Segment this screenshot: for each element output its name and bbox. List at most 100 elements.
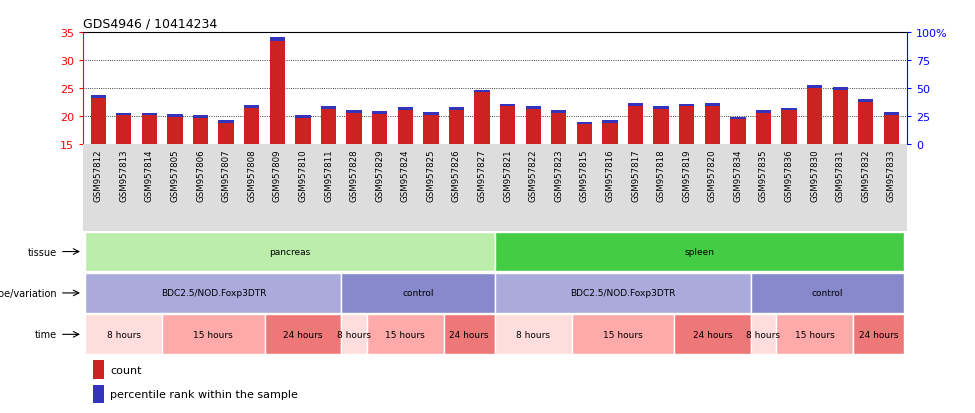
Text: GSM957836: GSM957836 <box>785 149 794 202</box>
Bar <box>218 121 234 124</box>
Bar <box>321 107 336 110</box>
Bar <box>883 113 899 116</box>
Bar <box>244 106 259 109</box>
Text: 24 hours: 24 hours <box>692 330 732 339</box>
Bar <box>341 315 367 354</box>
Bar <box>679 104 694 107</box>
Text: GSM957825: GSM957825 <box>426 149 436 202</box>
Bar <box>756 111 771 113</box>
Text: GSM957810: GSM957810 <box>298 149 307 202</box>
Text: GSM957830: GSM957830 <box>810 149 819 202</box>
Bar <box>448 111 464 145</box>
Text: tissue: tissue <box>28 247 58 257</box>
Bar <box>141 113 157 116</box>
Text: control: control <box>811 289 843 298</box>
Text: GSM957821: GSM957821 <box>503 149 512 202</box>
Bar <box>93 361 104 379</box>
Text: 15 hours: 15 hours <box>385 330 425 339</box>
Bar <box>628 104 644 107</box>
Text: GSM957826: GSM957826 <box>452 149 461 202</box>
Bar <box>346 113 362 145</box>
Bar <box>444 315 494 354</box>
Bar <box>116 116 132 145</box>
Text: 24 hours: 24 hours <box>283 330 323 339</box>
Text: BDC2.5/NOD.Foxp3DTR: BDC2.5/NOD.Foxp3DTR <box>570 289 676 298</box>
Bar <box>603 121 617 123</box>
Text: GSM957808: GSM957808 <box>248 149 256 202</box>
Text: genotype/variation: genotype/variation <box>0 288 58 298</box>
Bar <box>321 110 336 145</box>
Text: 24 hours: 24 hours <box>859 330 898 339</box>
Bar <box>653 109 669 145</box>
Text: GSM957806: GSM957806 <box>196 149 205 202</box>
Bar <box>341 273 494 313</box>
Bar <box>526 110 541 145</box>
Bar <box>168 118 182 145</box>
Bar <box>781 111 797 145</box>
Text: 8 hours: 8 hours <box>107 330 140 339</box>
Bar <box>679 107 694 145</box>
Text: GSM957820: GSM957820 <box>708 149 717 202</box>
Bar <box>86 315 162 354</box>
Text: percentile rank within the sample: percentile rank within the sample <box>110 389 298 399</box>
Text: GSM957827: GSM957827 <box>478 149 487 202</box>
Text: GSM957811: GSM957811 <box>324 149 333 202</box>
Bar <box>423 116 439 145</box>
Bar <box>86 232 494 272</box>
Bar <box>346 111 362 113</box>
Text: 8 hours: 8 hours <box>516 330 550 339</box>
Bar <box>423 113 439 116</box>
Bar <box>141 116 157 145</box>
Text: 8 hours: 8 hours <box>747 330 780 339</box>
Text: pancreas: pancreas <box>269 247 311 256</box>
Bar <box>448 108 464 111</box>
Text: GSM957819: GSM957819 <box>682 149 691 201</box>
Bar <box>86 273 341 313</box>
Bar <box>705 104 720 107</box>
Text: count: count <box>110 365 141 375</box>
Bar <box>526 107 541 110</box>
Bar <box>494 315 571 354</box>
Text: GSM957831: GSM957831 <box>836 149 844 202</box>
Bar <box>494 232 904 272</box>
Text: GSM957834: GSM957834 <box>733 149 742 202</box>
Text: GSM957818: GSM957818 <box>656 149 666 202</box>
Bar <box>500 104 515 107</box>
Bar <box>398 108 413 111</box>
Text: GSM957823: GSM957823 <box>554 149 564 202</box>
Bar <box>475 93 489 145</box>
Bar <box>833 88 848 91</box>
Bar <box>833 91 848 145</box>
Bar <box>193 119 209 145</box>
Text: GSM957829: GSM957829 <box>375 149 384 201</box>
Bar <box>162 315 264 354</box>
Bar <box>91 99 106 145</box>
Bar <box>193 116 209 119</box>
Bar <box>367 315 444 354</box>
Text: 8 hours: 8 hours <box>337 330 371 339</box>
Text: GDS4946 / 10414234: GDS4946 / 10414234 <box>83 17 217 31</box>
Bar <box>494 273 751 313</box>
Bar <box>807 89 822 145</box>
Bar <box>295 116 311 119</box>
Text: GSM957835: GSM957835 <box>759 149 768 202</box>
Bar <box>270 41 285 145</box>
Bar <box>576 122 592 125</box>
Bar <box>372 112 387 115</box>
Bar <box>500 107 515 145</box>
Bar <box>116 113 132 116</box>
Bar <box>776 315 853 354</box>
Bar <box>751 315 776 354</box>
Bar <box>730 117 746 120</box>
Bar <box>218 124 234 145</box>
Text: GSM957814: GSM957814 <box>145 149 154 202</box>
Text: 24 hours: 24 hours <box>449 330 489 339</box>
Bar <box>475 90 489 93</box>
Text: GSM957833: GSM957833 <box>887 149 896 202</box>
Text: spleen: spleen <box>684 247 715 256</box>
Bar <box>628 107 644 145</box>
Text: control: control <box>403 289 434 298</box>
Bar <box>883 116 899 145</box>
Bar <box>858 100 874 103</box>
Bar <box>756 113 771 145</box>
